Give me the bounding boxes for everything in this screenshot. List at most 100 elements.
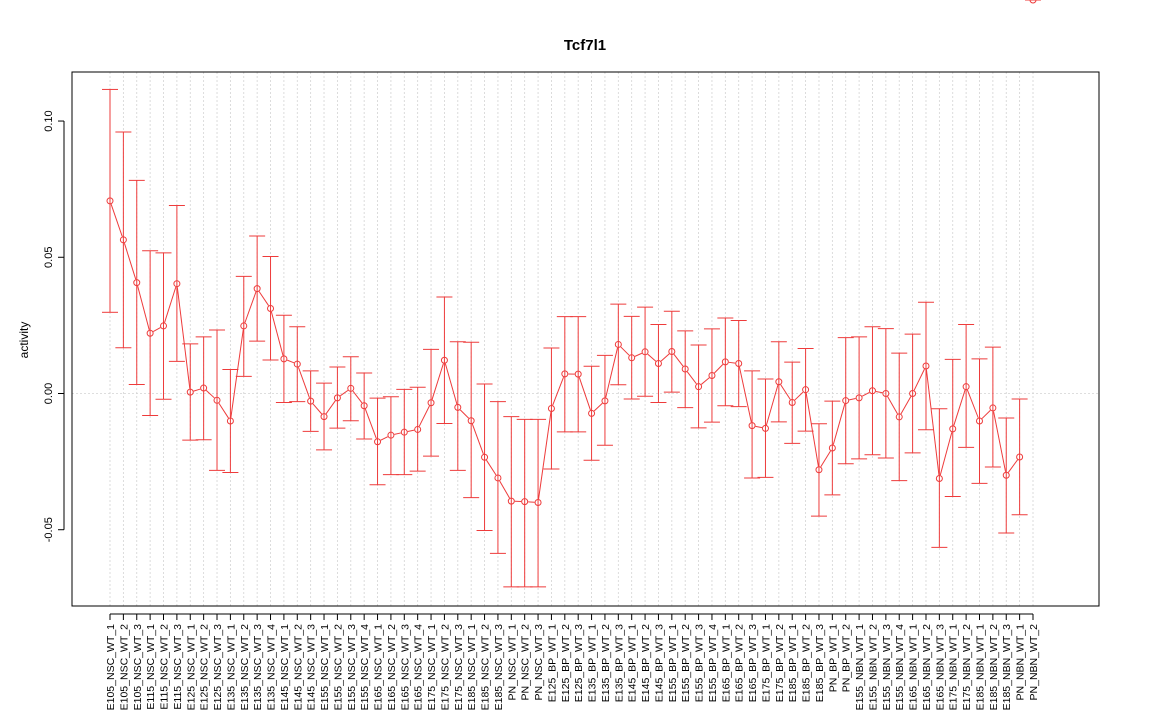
x-tick-label: E165_BP_WT_1 (720, 624, 732, 702)
series-segment (993, 411, 1007, 472)
y-tick-label: 0.05 (43, 247, 55, 268)
x-tick-label: E135_BP_WT_3 (613, 624, 625, 702)
x-tick-label: E175_NSC_WT_2 (439, 624, 451, 711)
data-point (748, 422, 756, 430)
data-point (173, 280, 181, 288)
data-point (708, 372, 716, 380)
x-tick-label: PN_BP_WT_1 (827, 624, 839, 692)
series-segment (471, 423, 484, 455)
data-point (574, 370, 582, 378)
series-segment (339, 389, 349, 397)
x-tick-label: E185_NBN_WT_2 (988, 624, 1000, 711)
series-segment (380, 436, 388, 441)
series-segment (647, 353, 657, 362)
data-point (293, 360, 301, 368)
x-tick-label: PN_NSC_WT_1 (506, 624, 518, 701)
x-tick-label: E175_NSC_WT_3 (453, 624, 465, 711)
data-point (534, 498, 542, 506)
x-tick-label: E145_NSC_WT_1 (279, 624, 291, 711)
series-segment (634, 352, 643, 357)
series-segment (728, 361, 736, 364)
data-point (668, 348, 676, 356)
x-tick-label: E135_NSC_WT_4 (266, 624, 278, 711)
series-segment (755, 425, 763, 429)
data-point (788, 398, 796, 406)
x-tick-label: E185_BP_WT_1 (787, 624, 799, 702)
x-tick-label: E185_NSC_WT_3 (493, 624, 505, 711)
x-tick-label: E155_BP_WT_2 (680, 624, 692, 702)
series-segment (152, 327, 161, 333)
x-tick-label: E155_NSC_WT_2 (332, 624, 344, 711)
x-tick-label: E145_BP_WT_2 (640, 624, 652, 702)
x-tick-label: E125_NSC_WT_3 (212, 624, 224, 711)
data-point (681, 365, 689, 373)
series-segment (939, 432, 953, 476)
x-tick-label: E125_NSC_WT_1 (185, 624, 197, 711)
series-segment (1007, 459, 1018, 473)
x-tick-label: E135_BP_WT_2 (600, 624, 612, 702)
series-segment (832, 403, 846, 445)
series-segment (714, 364, 724, 374)
data-point (1016, 453, 1024, 461)
data-point (387, 431, 395, 439)
data-point (213, 396, 221, 404)
data-point (654, 360, 662, 368)
x-tick-label: PN_NSC_WT_3 (533, 624, 545, 701)
series-segment (593, 402, 603, 412)
series-segment (364, 408, 377, 439)
error-bars (102, 0, 1041, 588)
x-tick-label: E155_NSC_WT_4 (359, 624, 371, 711)
series-segment (805, 393, 819, 467)
series-segment (900, 396, 912, 415)
data-point (882, 389, 890, 397)
data-point (935, 474, 943, 482)
series-segment (620, 346, 630, 356)
x-tick-label: E175_BP_WT_1 (760, 624, 772, 702)
x-tick-label: E115_NSC_WT_2 (159, 624, 171, 710)
x-tick-label: E155_NSC_WT_1 (319, 624, 331, 711)
x-tick-label: E155_NBN_WT_4 (894, 624, 906, 711)
x-tick-label: PN_NSC_WT_2 (520, 624, 532, 701)
data-point (347, 384, 355, 392)
x-tick-label: E165_NSC_WT_3 (399, 624, 411, 711)
series-segment (673, 354, 684, 367)
x-tick-label: E135_NSC_WT_3 (252, 624, 264, 711)
series-segment (913, 368, 925, 391)
series-segment (176, 287, 191, 389)
series-segment (352, 390, 363, 404)
data-point (855, 394, 863, 402)
data-point (828, 444, 836, 452)
x-tick-label: E115_NSC_WT_1 (145, 624, 157, 710)
data-point (735, 360, 743, 368)
series-line (110, 204, 1018, 503)
series-segment (849, 398, 856, 401)
series-segment (444, 363, 458, 405)
series-segment (700, 377, 710, 385)
x-tick-label: E175_NSC_WT_1 (426, 624, 438, 711)
data-point (440, 356, 448, 364)
series-segment (459, 409, 470, 419)
x-tick-label: E165_NSC_WT_2 (386, 624, 398, 711)
data-point (360, 402, 368, 410)
series-segment (552, 376, 565, 406)
x-tick-label: E155_BP_WT_3 (694, 624, 706, 702)
data-point (200, 384, 208, 392)
data-point (226, 417, 234, 425)
data-point (641, 348, 649, 356)
series-segment (137, 285, 150, 331)
series-segment (312, 403, 323, 415)
series-segment (966, 389, 979, 418)
x-tick-label: E135_NSC_WT_2 (239, 624, 251, 711)
data-point (186, 388, 194, 396)
data-point (494, 474, 502, 482)
data-point (614, 340, 622, 348)
data-point (280, 355, 288, 363)
x-tick-label: E105_NSC_WT_3 (132, 624, 144, 711)
x-tick-label: E145_NSC_WT_2 (292, 624, 304, 711)
data-point (507, 497, 515, 505)
x-tick-label: E125_BP_WT_1 (546, 624, 558, 702)
series-segment (538, 411, 552, 500)
series-segment (981, 410, 991, 419)
x-tick-label: E155_NBN_WT_2 (867, 624, 879, 711)
